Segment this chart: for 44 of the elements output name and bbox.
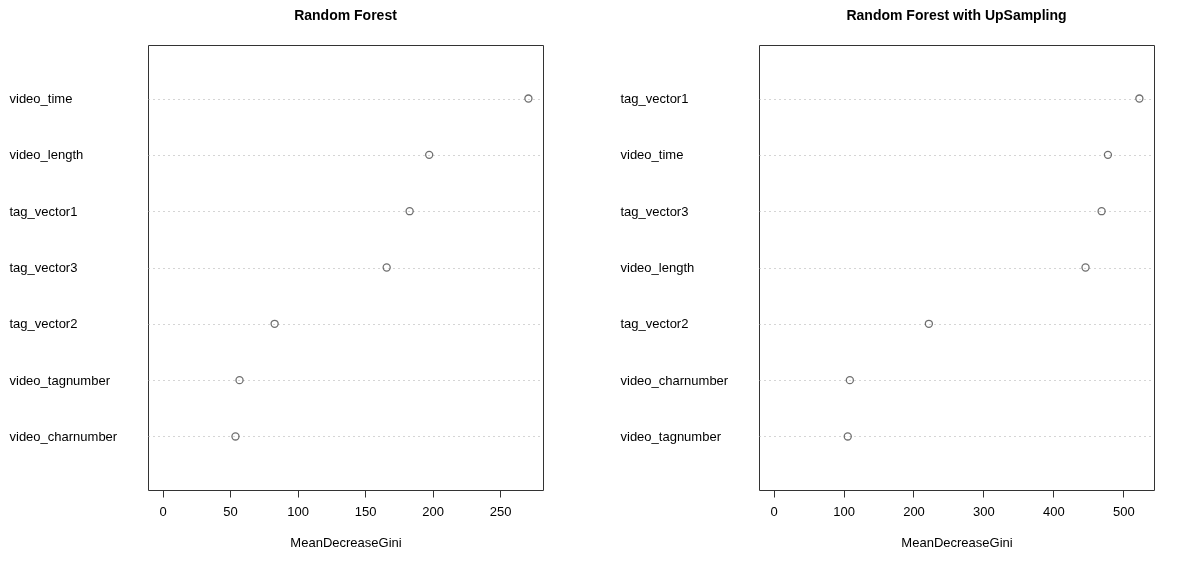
point	[843, 432, 852, 441]
y-tick-label: tag_vector3	[620, 203, 689, 219]
x-tick-label: 0	[770, 503, 778, 519]
x-tick-label: 100	[287, 503, 309, 519]
y-tick-label: video_charnumber	[620, 372, 729, 388]
chart-title: Random Forest	[294, 7, 398, 23]
point	[405, 206, 414, 216]
x-tick-label: 500	[1112, 503, 1135, 519]
point	[235, 375, 244, 385]
x-tick-label: 0	[159, 503, 167, 519]
y-tick-label: tag_vector1	[620, 91, 689, 107]
x-tick-label: 300	[973, 503, 995, 519]
point	[1097, 206, 1106, 216]
point	[382, 263, 391, 272]
y-tick-label: video_tagnumber	[620, 428, 722, 444]
point	[845, 375, 855, 385]
y-tick-label: tag_vector2	[620, 316, 689, 332]
chart-title: Random Forest with UpSampling	[846, 7, 1067, 23]
point	[924, 319, 934, 329]
y-tick-label: video_time	[620, 147, 684, 163]
x-tick-label: 100	[833, 503, 855, 519]
point	[231, 432, 240, 441]
point	[1081, 263, 1090, 272]
y-tick-label: tag_vector3	[9, 260, 78, 275]
x-tick-label: 250	[489, 503, 512, 519]
y-tick-label: video_tagnumber	[9, 372, 111, 388]
y-tick-label: video_time	[9, 91, 73, 107]
y-tick-label: tag_vector2	[9, 316, 78, 332]
y-tick-label: tag_vector1	[9, 203, 78, 219]
x-tick-label: 50	[223, 503, 238, 519]
y-tick-label: video_length	[620, 260, 695, 275]
x-tick-label: 200	[422, 503, 444, 519]
x-tick-label: 200	[903, 503, 925, 519]
x-axis-title: MeanDecreaseGini	[901, 534, 1013, 550]
point	[1103, 150, 1113, 160]
point	[1135, 94, 1144, 103]
x-tick-label: 400	[1043, 503, 1065, 519]
x-tick-label: 150	[354, 503, 377, 519]
point	[524, 94, 533, 103]
y-tick-label: video_charnumber	[9, 428, 118, 444]
point	[425, 150, 434, 160]
point	[270, 319, 279, 329]
y-tick-label: video_length	[9, 147, 84, 163]
x-axis-title: MeanDecreaseGini	[290, 534, 402, 550]
